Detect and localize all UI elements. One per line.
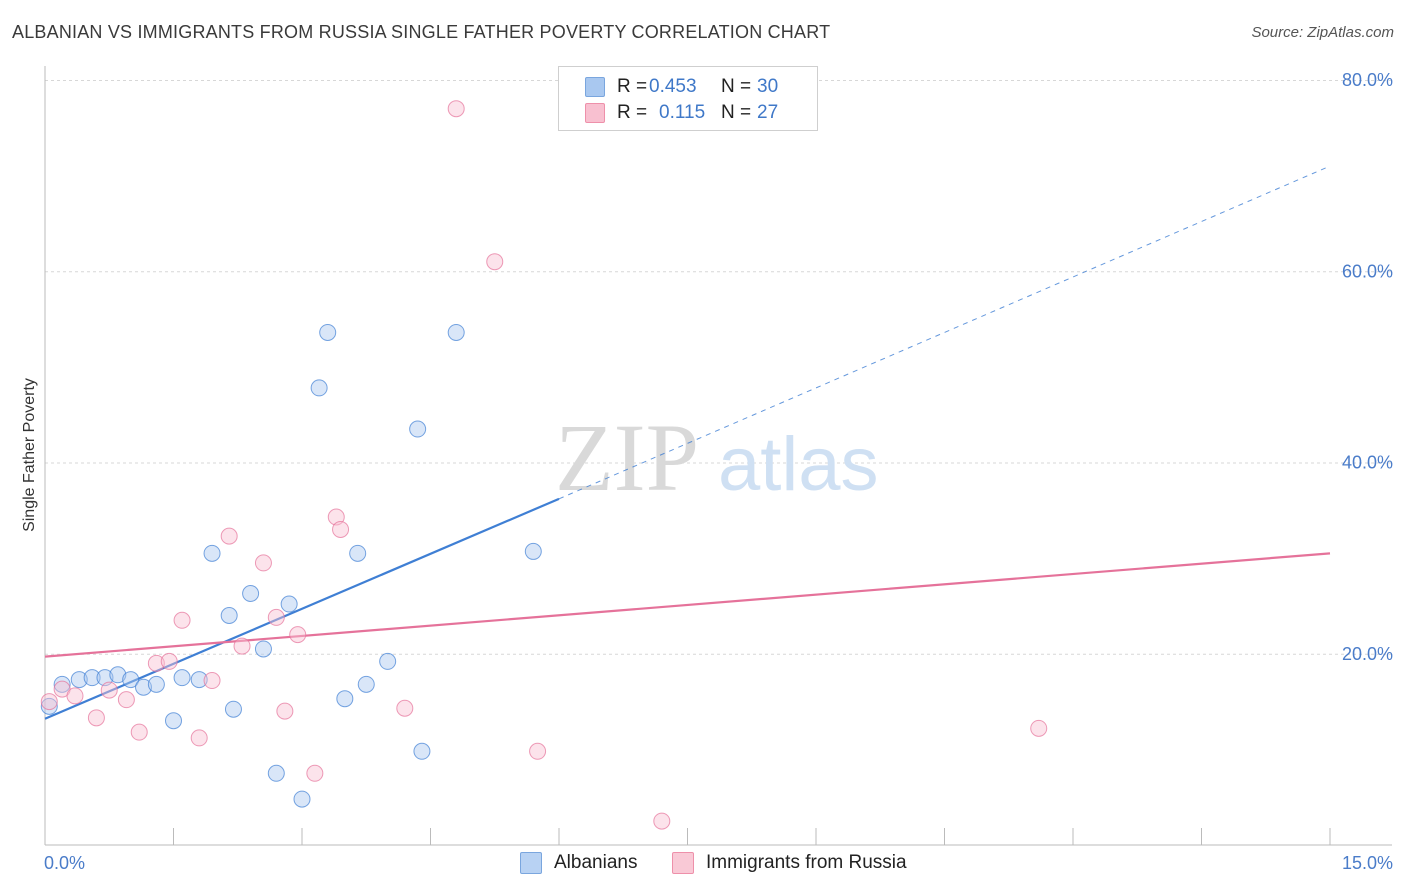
x-tick-label: 15.0% xyxy=(1342,853,1393,873)
data-point xyxy=(70,671,88,689)
data-point xyxy=(173,669,191,687)
data-point xyxy=(220,527,238,545)
albanians-swatch xyxy=(520,852,542,874)
data-point xyxy=(135,678,153,696)
data-point xyxy=(130,723,148,741)
data-point xyxy=(524,542,542,560)
data-point xyxy=(109,666,127,684)
data-point xyxy=(40,693,58,711)
trend-line xyxy=(44,497,560,720)
data-point xyxy=(310,379,328,397)
y-axis-label: Single Father Poverty xyxy=(21,378,38,532)
y-tick-label: 80.0% xyxy=(1342,70,1393,90)
data-point xyxy=(319,323,337,341)
data-point xyxy=(357,675,375,693)
watermark-zip: ZIP xyxy=(555,404,699,511)
data-point xyxy=(254,640,272,658)
chart-title: ALBANIAN VS IMMIGRANTS FROM RUSSIA SINGL… xyxy=(12,22,831,42)
legend-n-value: 27 xyxy=(757,102,779,123)
data-point xyxy=(276,702,294,720)
data-point xyxy=(203,544,221,562)
data-point xyxy=(267,608,285,626)
data-point xyxy=(280,595,298,613)
data-point xyxy=(117,691,135,709)
legend-item-russia: Immigrants from Russia xyxy=(672,852,907,874)
data-point xyxy=(293,790,311,808)
data-point xyxy=(233,637,251,655)
legend-row-albanians: R = 0.453 N = 30 xyxy=(585,74,778,100)
legend-row-russia: R = 0.115 N = 27 xyxy=(585,100,778,126)
data-point xyxy=(190,671,208,689)
trend-lines xyxy=(44,165,1331,720)
trend-line xyxy=(44,552,1331,658)
albanians-swatch xyxy=(585,77,605,97)
data-point xyxy=(122,671,140,689)
data-point xyxy=(396,699,414,717)
data-point xyxy=(87,709,105,727)
data-point xyxy=(40,697,58,715)
russia-swatch xyxy=(672,852,694,874)
data-point xyxy=(224,700,242,718)
data-point xyxy=(379,652,397,670)
data-point xyxy=(289,626,307,644)
data-point xyxy=(1030,719,1048,737)
legend-n-value: 30 xyxy=(757,76,779,97)
data-point xyxy=(529,742,547,760)
data-point xyxy=(100,681,118,699)
y-tick-label: 60.0% xyxy=(1342,261,1393,281)
data-point xyxy=(306,764,324,782)
data-point xyxy=(486,253,504,271)
legend-r-value: 0.115 xyxy=(659,102,706,123)
russia-swatch xyxy=(585,103,605,123)
data-point xyxy=(447,100,465,118)
watermark: ZIP atlas xyxy=(555,404,879,511)
legend-r-value: 0.453 xyxy=(649,76,697,97)
data-point xyxy=(165,712,182,730)
data-point xyxy=(160,652,178,670)
chart-source: Source: ZipAtlas.com xyxy=(1251,24,1394,41)
axes xyxy=(44,66,1392,846)
series-legend: Albanians Immigrants from Russia xyxy=(0,852,1406,876)
legend-label: Immigrants from Russia xyxy=(706,852,907,873)
data-point xyxy=(173,611,191,629)
stats-legend: R = 0.453 N = 30 R = 0.115 N = 27 xyxy=(558,66,818,131)
data-point xyxy=(83,669,101,687)
data-point xyxy=(147,654,165,672)
data-point xyxy=(242,585,260,603)
legend-r-label: R = xyxy=(617,102,648,123)
data-point xyxy=(190,729,208,747)
data-point xyxy=(447,323,465,341)
legend-n-label: N = xyxy=(721,76,752,97)
y-tick-label: 40.0% xyxy=(1342,453,1393,473)
data-point xyxy=(53,675,71,693)
data-point xyxy=(332,520,350,538)
data-point xyxy=(413,742,431,760)
data-point xyxy=(409,420,427,438)
legend-n-label: N = xyxy=(721,102,752,123)
y-tick-label: 20.0% xyxy=(1342,644,1393,664)
data-point xyxy=(203,672,221,690)
x-tick-label: 0.0% xyxy=(44,853,85,873)
data-point xyxy=(66,687,84,705)
data-point xyxy=(147,675,165,693)
legend-item-albanians: Albanians xyxy=(520,852,637,874)
data-point xyxy=(653,812,671,830)
legend-r-label: R = xyxy=(617,76,648,97)
data-point xyxy=(349,544,367,562)
legend-label: Albanians xyxy=(554,852,638,873)
watermark-atlas: atlas xyxy=(718,422,879,507)
grid-lines xyxy=(45,80,1392,655)
data-point xyxy=(267,764,285,782)
tick-labels: 20.0% 40.0% 60.0% 80.0% 0.0% 15.0% xyxy=(44,70,1393,873)
data-points xyxy=(40,100,1048,830)
data-point xyxy=(220,607,238,624)
data-point xyxy=(336,690,354,708)
data-point xyxy=(254,554,272,572)
